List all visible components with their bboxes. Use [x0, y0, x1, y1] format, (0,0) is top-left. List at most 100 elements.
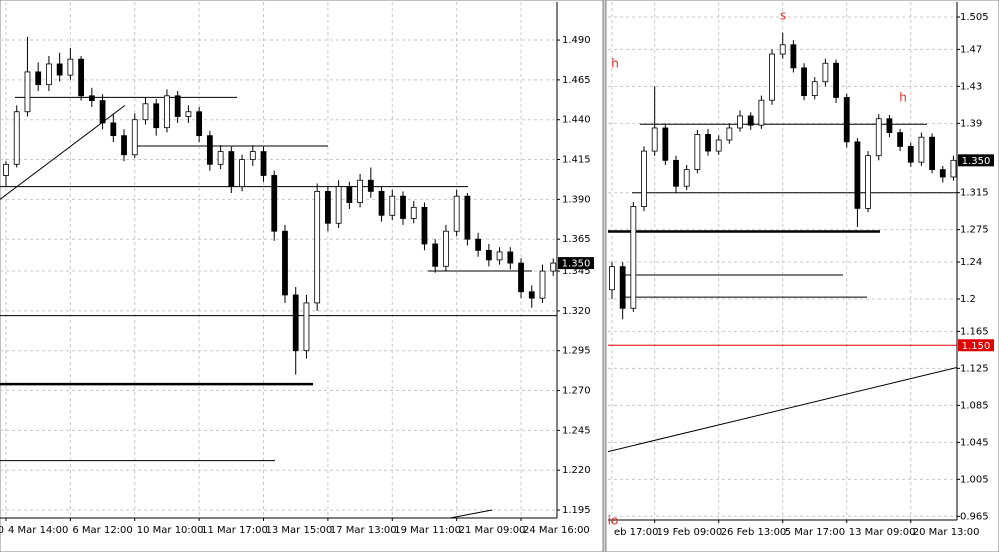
y-tick-label: 1.275 [960, 225, 989, 236]
candle-body [801, 67, 807, 97]
x-tick-label: 0 [0, 525, 4, 536]
candle-body [518, 262, 524, 293]
candle-body [619, 266, 626, 309]
x-tick-label: eb 17:00 [614, 527, 659, 538]
candle-body [196, 111, 203, 137]
candle-body [292, 294, 299, 352]
plot-area [0, 2, 557, 518]
plot-area [608, 2, 957, 520]
x-tick-label: 26 Feb 13:00 [721, 527, 787, 538]
candle-body [56, 63, 63, 76]
candle-body [260, 151, 267, 176]
y-tick-label: 1.005 [960, 474, 989, 485]
annotation: io [608, 514, 619, 528]
x-tick-label: 10 Mar 10:00 [137, 525, 204, 536]
y-tick-label: 1.47 [960, 44, 982, 55]
candle-body [206, 135, 213, 165]
y-tick-label: 1.24 [960, 257, 982, 268]
y-tick-label: 1.125 [960, 363, 989, 374]
candle-body [335, 186, 342, 224]
y-tick-label: 1.245 [562, 425, 591, 436]
candle-body [357, 179, 363, 203]
candle-body [630, 206, 637, 309]
price-label-box [558, 257, 594, 270]
candle-body [929, 136, 935, 170]
x-tick-label: 5 Mar 17:00 [785, 527, 845, 538]
candle-body [918, 136, 925, 163]
candle-body [131, 119, 138, 156]
candle-body [367, 179, 374, 192]
candle-body [822, 62, 829, 83]
candle-body [346, 186, 353, 203]
candle-body [400, 195, 406, 219]
candle-body [833, 62, 839, 98]
candle-body [271, 175, 278, 232]
y-tick-label: 0.965 [960, 511, 989, 522]
x-tick-label: 19 Feb 09:00 [657, 527, 723, 538]
y-tick-label: 1.490 [562, 35, 591, 46]
candle-body [550, 262, 557, 272]
candle-body [228, 151, 235, 188]
candle-body [897, 132, 903, 147]
x-tick-label: 13 Mar 15:00 [266, 525, 333, 536]
candle-body [779, 44, 786, 55]
y-tick-label: 1.085 [960, 400, 989, 411]
candle-body [875, 118, 882, 157]
candle-body [790, 44, 797, 69]
candle-body [432, 243, 439, 267]
candle-body [609, 266, 615, 291]
candle-body [443, 230, 449, 267]
candle-body [651, 127, 658, 152]
price-label-box [958, 339, 994, 352]
price-label: 1.350 [562, 259, 591, 270]
candle-body [726, 127, 733, 141]
candle-body [78, 58, 85, 97]
candle-body [303, 302, 310, 352]
candle-body [705, 134, 711, 152]
y-tick-label: 1.295 [562, 346, 591, 357]
candle-body [314, 191, 321, 304]
candle-body [67, 58, 74, 76]
y-tick-label: 1.165 [960, 326, 989, 337]
candle-body [378, 191, 385, 216]
candle-body [3, 163, 9, 176]
y-tick-label: 1.320 [562, 306, 591, 317]
candle-body [507, 251, 514, 264]
x-tick-label: 13 Mar 09:00 [849, 527, 916, 538]
price-label-box [958, 154, 994, 167]
y-tick-label: 1.220 [562, 465, 591, 476]
x-tick-label: 4 Mar 14:00 [8, 525, 68, 536]
candle-body [46, 63, 52, 86]
y-tick-label: 1.2 [960, 294, 976, 305]
candle-body [282, 230, 288, 296]
candle-body [153, 103, 160, 129]
candle-body [758, 99, 765, 126]
candle-body [683, 169, 690, 187]
annotation: h [611, 57, 619, 71]
y-tick-label: 1.43 [960, 81, 982, 92]
y-tick-label: 1.505 [960, 12, 989, 23]
candle-body [694, 134, 701, 170]
candle-body [410, 206, 417, 219]
candle-body [886, 118, 893, 133]
y-tick-label: 1.315 [960, 188, 989, 199]
candle-body [950, 159, 957, 178]
x-tick-label: 21 Mar 09:00 [459, 525, 526, 536]
candle-body [475, 238, 482, 251]
right-chart: 1.505 1.47 1.43 1.39 1.315 1.275 1.24 1.2 1.165 1… [608, 2, 994, 538]
candle-body [88, 95, 95, 101]
candle-body [324, 191, 331, 224]
candle-body [35, 71, 42, 86]
x-tick-label: 17 Mar 13:00 [330, 525, 397, 536]
y-tick-label: 1.465 [562, 75, 591, 86]
candle-body [174, 95, 181, 117]
candle-body [249, 151, 256, 160]
candle-body [747, 115, 754, 126]
y-tick-label: 1.195 [562, 505, 591, 516]
candle-body [110, 122, 117, 137]
candle-body [528, 291, 535, 299]
left-panel [0, 0, 604, 552]
candle-body [217, 151, 224, 165]
